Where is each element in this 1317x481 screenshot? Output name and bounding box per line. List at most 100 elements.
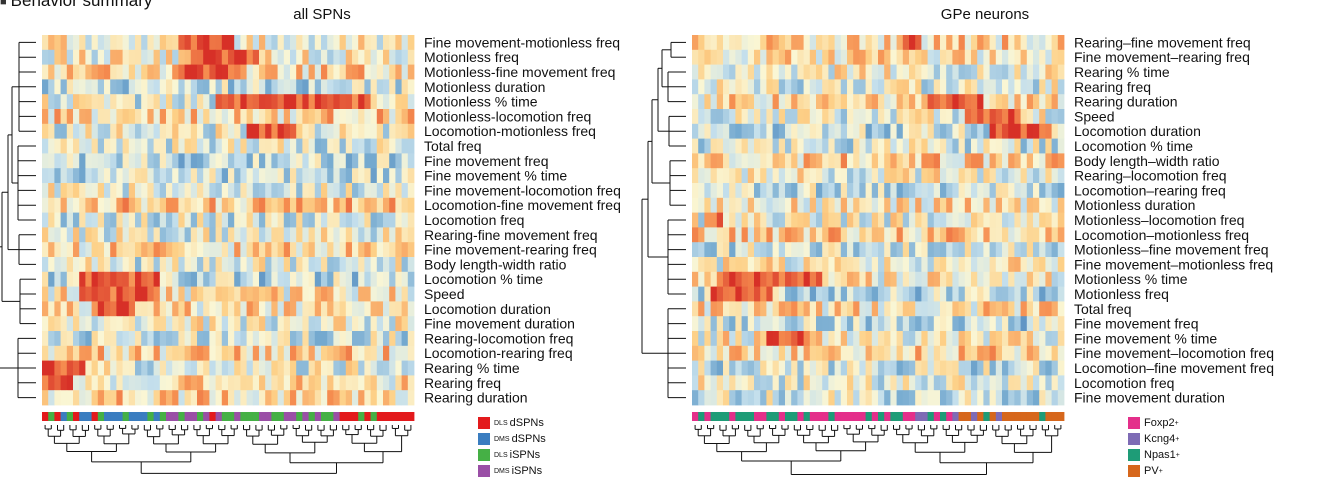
heatmap-cell-r12-c59 [1057, 212, 1065, 228]
heatmap-cell-r8-c12 [116, 153, 123, 169]
heatmap-cell-r2-c14 [128, 64, 136, 80]
heatmap-cell-r10-c2 [54, 183, 61, 199]
heatmap-cell-r1-c20 [166, 49, 173, 65]
column-annotation-28 [865, 412, 873, 421]
heatmap-cell-r20-c48 [339, 331, 347, 347]
heatmap-cell-r4-c54 [1026, 94, 1034, 110]
heatmap-cell-r8-c54 [1026, 153, 1034, 169]
heatmap-cell-r6-c51 [1008, 123, 1015, 139]
heatmap-cell-r0-c13 [772, 35, 780, 51]
heatmap-cell-r10-c19 [159, 183, 167, 199]
heatmap-cell-r10-c46 [977, 183, 984, 199]
heatmap-cell-r1-c47 [333, 49, 340, 65]
heatmap-cell-r24-c28 [215, 390, 223, 406]
heatmap-cell-r5-c30 [878, 109, 885, 125]
heatmap-cell-r3-c24 [190, 79, 198, 95]
heatmap-cell-r15-c32 [240, 257, 247, 273]
heatmap-cell-r19-c27 [209, 316, 216, 332]
heatmap-cell-r8-c31 [234, 153, 241, 169]
heatmap-cell-r21-c45 [971, 345, 978, 361]
heatmap-cell-r14-c13 [772, 242, 780, 258]
heatmap-cell-r0-c21 [822, 35, 829, 51]
heatmap-cell-r1-c54 [1026, 49, 1034, 65]
heatmap-cell-r19-c40 [940, 316, 947, 332]
heatmap-cell-r23-c34 [902, 375, 910, 391]
heatmap-cell-r10-c32 [240, 183, 247, 199]
column-annotation-14 [128, 412, 136, 421]
heatmap-cell-r4-c8 [741, 94, 749, 110]
heatmap-cell-r19-c24 [840, 316, 848, 332]
heatmap-cell-r24-c58 [1051, 390, 1059, 406]
heatmap-cell-r17-c8 [91, 286, 99, 302]
heatmap-cell-r3-c18 [153, 79, 161, 95]
heatmap-cell-r4-c2 [704, 94, 711, 110]
heatmap-cell-r22-c43 [958, 360, 966, 376]
heatmap-cell-r0-c28 [865, 35, 873, 51]
heatmap-cell-r20-c1 [698, 331, 705, 347]
heatmap-cell-r14-c4 [716, 242, 724, 258]
heatmap-cell-r14-c4 [66, 242, 74, 258]
heatmap-cell-r12-c11 [760, 212, 767, 228]
heatmap-cell-r4-c22 [178, 94, 185, 110]
heatmap-cell-r4-c55 [1033, 94, 1040, 110]
heatmap-cell-r12-c48 [989, 212, 997, 228]
heatmap-cell-r4-c5 [73, 94, 80, 110]
heatmap-cell-r0-c27 [859, 35, 866, 51]
heatmap-cell-r2-c30 [228, 64, 235, 80]
heatmap-cell-r18-c6 [79, 301, 86, 317]
heatmap-cell-r5-c50 [1002, 109, 1009, 125]
heatmap-cell-r7-c30 [878, 138, 885, 154]
row-label: Locomotion-rearing freq [424, 345, 573, 361]
heatmap-cell-r4-c13 [772, 94, 780, 110]
heatmap-cell-r3-c23 [184, 79, 192, 95]
heatmap-cell-r16-c12 [116, 271, 123, 287]
heatmap-cell-r15-c36 [265, 257, 272, 273]
heatmap-cell-r19-c45 [971, 316, 978, 332]
heatmap-cell-r0-c13 [122, 35, 130, 51]
heatmap-cell-r2-c35 [909, 64, 916, 80]
heatmap-cell-r2-c39 [283, 64, 291, 80]
row-label: Speed [1074, 108, 1114, 124]
heatmap-cell-r9-c13 [122, 168, 130, 184]
heatmap-cell-r16-c36 [265, 271, 272, 287]
heatmap-cell-r15-c41 [946, 257, 953, 273]
heatmap-cell-r24-c53 [370, 390, 378, 406]
heatmap-cell-r18-c56 [1039, 301, 1046, 317]
heatmap-cell-r5-c17 [147, 109, 154, 125]
heatmap-cell-r9-c6 [729, 168, 736, 184]
heatmap-cell-r16-c25 [197, 271, 204, 287]
heatmap-cell-r3-c34 [902, 79, 910, 95]
heatmap-cell-r2-c16 [141, 64, 148, 80]
heatmap-cell-r22-c48 [339, 360, 347, 376]
heatmap-cell-r23-c5 [73, 375, 80, 391]
heatmap-cell-r4-c59 [407, 94, 415, 110]
heatmap-cell-r23-c58 [401, 375, 409, 391]
heatmap-cell-r14-c53 [370, 242, 378, 258]
heatmap-cell-r10-c31 [234, 183, 241, 199]
heatmap-cell-r9-c19 [159, 168, 167, 184]
heatmap-cell-r16-c50 [1002, 271, 1009, 287]
heatmap-cell-r22-c42 [952, 360, 959, 376]
heatmap-cell-r14-c55 [383, 242, 390, 258]
heatmap-cell-r13-c53 [370, 227, 378, 243]
heatmap-cell-r2-c42 [302, 64, 309, 80]
heatmap-cell-r7-c41 [296, 138, 303, 154]
heatmap-cell-r8-c14 [778, 153, 786, 169]
heatmap-cell-r24-c25 [197, 390, 204, 406]
heatmap-cell-r10-c36 [915, 183, 922, 199]
heatmap-cell-r12-c5 [73, 212, 80, 228]
heatmap-cell-r23-c55 [1033, 375, 1040, 391]
heatmap-cell-r23-c39 [283, 375, 291, 391]
heatmap-cell-r2-c59 [407, 64, 415, 80]
heatmap-cell-r15-c21 [822, 257, 829, 273]
heatmap-cell-r15-c8 [741, 257, 749, 273]
heatmap-cell-r7-c18 [153, 138, 161, 154]
heatmap-cell-r21-c1 [48, 345, 55, 361]
heatmap-cell-r0-c7 [85, 35, 92, 51]
heatmap-cell-r21-c25 [847, 345, 854, 361]
heatmap-cell-r21-c21 [822, 345, 829, 361]
heatmap-cell-r14-c30 [878, 242, 885, 258]
heatmap-cell-r14-c46 [977, 242, 984, 258]
spn-panel-title: all SPNs [293, 6, 351, 23]
heatmap-cell-r11-c55 [383, 197, 390, 213]
